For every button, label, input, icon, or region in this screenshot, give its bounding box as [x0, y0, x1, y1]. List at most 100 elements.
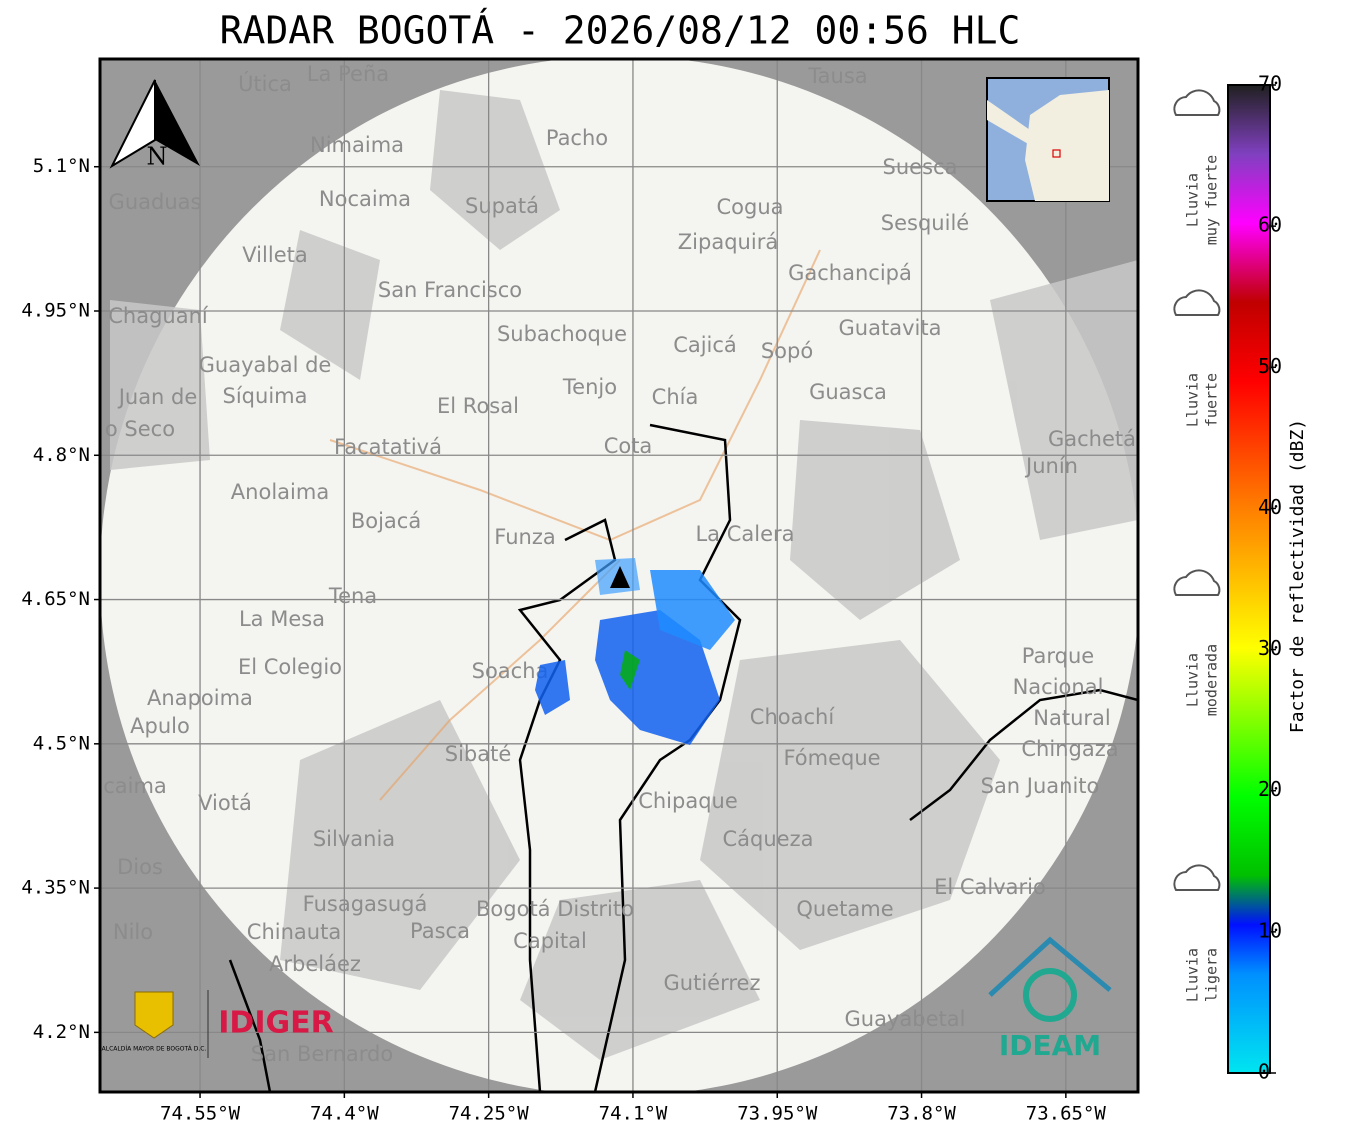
place-label: Funza	[494, 525, 555, 549]
place-label: Arbeláez	[269, 952, 361, 976]
place-label: Supatá	[465, 194, 539, 218]
places: La Peña Útica Tausa Pacho Nimaima Guaduas Noca…	[103, 62, 1136, 1066]
place-label: La Peña	[307, 62, 389, 86]
place-label: Soacha	[472, 659, 549, 683]
place-label: Cajicá	[673, 333, 737, 357]
cloud-icon	[1173, 864, 1221, 891]
place-label: Cota	[604, 434, 653, 458]
place-label: Pacho	[546, 126, 608, 150]
place-label: Suesca	[883, 155, 958, 179]
place-label: Chingaza	[1021, 737, 1118, 761]
colorbar-tick-label: 30	[1258, 636, 1282, 660]
y-tick-label: 4.35°N	[21, 877, 90, 899]
place-label: Junín	[1024, 454, 1078, 478]
place-label: El Rosal	[437, 394, 519, 418]
place-label: Útica	[238, 71, 292, 96]
x-tick-label: 73.95°W	[737, 1103, 818, 1125]
place-label: El Calvario	[934, 875, 1046, 899]
place-label: Fusagasugá	[303, 892, 428, 916]
place-label: La Mesa	[239, 607, 325, 631]
place-label: Anolaima	[231, 480, 329, 504]
place-label: Chinauta	[247, 920, 341, 944]
place-label: Natural	[1033, 706, 1110, 730]
map-frame	[98, 57, 1140, 1094]
place-label: Villeta	[242, 243, 307, 267]
place-label: Zipaquirá	[678, 230, 778, 254]
place-label: La Calera	[695, 522, 794, 546]
cloud-icon	[1173, 89, 1221, 116]
place-label: Quetame	[796, 897, 893, 921]
place-label: San Francisco	[378, 278, 522, 302]
place-label: Síquima	[223, 384, 308, 408]
colorbar-ticks: 0 10 20 30 40 50 60 70	[1258, 72, 1282, 1084]
place-label: Capital	[513, 929, 587, 953]
rain-category-label: Lluvia	[1184, 948, 1202, 1002]
place-label: Nilo	[113, 920, 153, 944]
place-label: Nacional	[1013, 675, 1104, 699]
place-label: Cogua	[716, 195, 783, 219]
logo-alcaldia: ALCALDÍA MAYOR DE BOGOTÁ D.C.	[102, 990, 209, 1058]
rain-category-label: Lluvia	[1184, 653, 1202, 707]
x-tick-label: 74.4°W	[310, 1103, 379, 1125]
x-tick-label: 74.1°W	[599, 1103, 668, 1125]
logo-ideam: IDEAM	[988, 936, 1112, 1062]
colorbar-tick-label: 10	[1258, 918, 1282, 942]
colorbar-tick-label: 0	[1258, 1060, 1270, 1084]
colorbar-tick-label: 60	[1258, 213, 1282, 237]
place-label: Gutiérrez	[664, 971, 761, 995]
radar-echoes	[535, 558, 735, 745]
place-label: Tena	[328, 584, 377, 608]
place-label: Juan de	[117, 385, 198, 409]
place-label: Silvania	[313, 827, 395, 851]
place-label: Sopó	[761, 339, 813, 363]
rain-category-label: Lluvia	[1184, 373, 1202, 427]
place-label: Anapoima	[147, 686, 253, 710]
rain-icon	[1173, 289, 1221, 316]
place-label: Guayabetal	[845, 1007, 966, 1031]
y-tick-label: 4.95°N	[21, 299, 90, 321]
north-arrow: N	[109, 79, 200, 171]
place-label: El Colegio	[238, 655, 342, 679]
place-label: Gachetá	[1048, 427, 1136, 451]
place-label: o Seco	[105, 417, 175, 441]
terrain	[110, 90, 1138, 1060]
place-label: San Juanito	[981, 774, 1100, 798]
y-tick-label: 4.2°N	[33, 1021, 90, 1043]
place-label: caima	[103, 774, 167, 798]
place-label: Nocaima	[319, 187, 411, 211]
cloud-icon	[1173, 569, 1221, 596]
rain-category-label: fuerte	[1203, 373, 1221, 427]
place-label: Chía	[652, 385, 699, 409]
place-label: Fómeque	[783, 746, 880, 770]
x-tick-label: 74.55°W	[160, 1103, 241, 1125]
logo-idiger: IDIGER	[218, 1006, 333, 1041]
place-label: Facatativá	[334, 435, 442, 459]
rain-category-label: muy fuerte	[1203, 155, 1221, 245]
place-label: Viotá	[198, 791, 252, 815]
place-label: Apulo	[130, 714, 190, 738]
place-label: Guatavita	[839, 316, 942, 340]
place-label: Chipaque	[638, 789, 738, 813]
x-tick-label: 73.65°W	[1026, 1103, 1107, 1125]
y-tick-label: 4.8°N	[33, 444, 90, 466]
axes: 74.55°W 74.4°W 74.25°W 74.1°W 73.95°W 73.8°W 7…	[21, 155, 1106, 1124]
rain-icon	[1173, 864, 1221, 891]
place-label: Nimaima	[310, 133, 404, 157]
x-tick-label: 74.25°W	[449, 1103, 530, 1125]
place-label: Subachoque	[497, 322, 627, 346]
title: RADAR BOGOTÁ - 2026/08/12 00:56 HLC	[220, 9, 1021, 53]
colorbar	[1227, 84, 1271, 1074]
grid-lines	[100, 59, 1138, 1092]
y-tick-label: 5.1°N	[33, 155, 90, 177]
map: La Peña Útica Tausa Pacho Nimaima Guaduas Noca…	[100, 59, 1138, 1092]
place-label: Chaguaní	[108, 304, 209, 328]
rain-category-label: moderada	[1203, 644, 1221, 716]
logo-alcaldia-text: ALCALDÍA MAYOR DE BOGOTÁ D.C.	[102, 1046, 207, 1053]
colorbar-tick-label: 50	[1258, 354, 1282, 378]
place-label: Choachí	[750, 705, 836, 729]
colorbar-tick-label: 20	[1258, 777, 1282, 801]
radar-site	[610, 566, 630, 588]
rain-category-label: ligera	[1203, 948, 1221, 1002]
